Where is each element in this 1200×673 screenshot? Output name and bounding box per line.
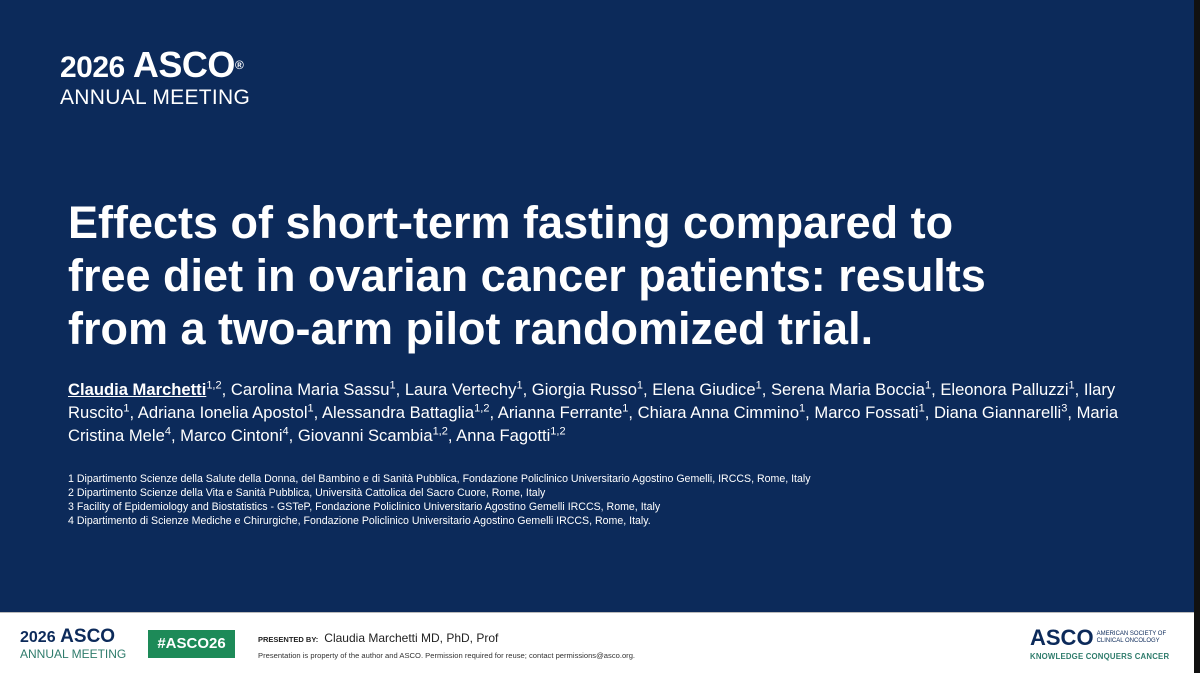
title: Effects of short-term fasting compared t…: [68, 196, 986, 355]
affiliation: 1 Dipartimento Scienze della Salute dell…: [68, 473, 811, 485]
society-logo: ASCO AMERICAN SOCIETY OF CLINICAL ONCOLOGY…: [1030, 625, 1170, 662]
author-affiliation: 1: [307, 402, 314, 415]
author-name: , Ilary Ruscito: [68, 380, 1116, 422]
society-name-line: AMERICAN SOCIETY OF: [1096, 631, 1167, 637]
author-affiliation: 1: [389, 379, 396, 392]
author-affiliation: 4: [164, 425, 171, 438]
author-affiliation: 1: [622, 402, 629, 415]
author-name: , Arianna Ferrante: [489, 403, 623, 422]
author-affiliation: 1: [799, 402, 806, 415]
author-name: , Alessandra Battaglia: [313, 403, 475, 422]
society-name: AMERICAN SOCIETY OF CLINICAL ONCOLOGY: [1097, 631, 1167, 645]
presented-by-label: PRESENTED BY:: [258, 635, 319, 644]
title-line: Effects of short-term fasting compared t…: [68, 197, 954, 248]
author-name: , Diana Giannarelli: [924, 403, 1062, 422]
author-affiliation: 1,2: [550, 425, 566, 438]
author-affiliation: 1: [516, 379, 523, 392]
author-name: , Elena Giudice: [643, 380, 756, 399]
tagline: KNOWLEDGE CONQUERS CANCER: [1030, 652, 1170, 661]
author-affiliation: 1: [918, 402, 925, 415]
affiliation: 2 Dipartimento Scienze della Vita e Sani…: [68, 487, 546, 499]
logo-reg: ®: [234, 58, 244, 72]
affiliation: 3 Facility of Epidemiology and Biostatis…: [68, 501, 661, 513]
presenter-name: Claudia Marchetti MD, PhD, Prof: [324, 631, 499, 645]
affiliations: 1 Dipartimento Scienze della Salute dell…: [68, 472, 811, 528]
author-affiliation: 3: [1061, 402, 1068, 415]
author-name: , Carolina Maria Sassu: [221, 380, 390, 399]
title-line: free diet in ovarian cancer patients: re…: [68, 250, 986, 301]
logo-year: 2026: [60, 51, 125, 84]
author-affiliation: 1: [1068, 379, 1075, 392]
author-name: , Chiara Anna Cimmino: [628, 403, 800, 422]
edge: [1194, 0, 1200, 673]
author-affiliation: 1: [123, 402, 130, 415]
society-brand: ASCO: [1030, 625, 1094, 650]
author-affiliation: 4: [282, 425, 289, 438]
author-affiliation: 1: [636, 379, 644, 392]
author-name: , Adriana Ionelia Apostol: [129, 403, 308, 422]
author-name: , Maria Cristina Mele: [68, 403, 1119, 445]
author-name: , Giorgia Russo: [522, 380, 637, 399]
notice: Presentation is property of the author a…: [258, 651, 636, 660]
affiliation: 4 Dipartimento di Scienze Mediche e Chir…: [68, 515, 651, 527]
footer-logo: 2026 ASCO ANNUAL MEETING: [20, 627, 126, 661]
author-affiliation: 1: [924, 379, 932, 392]
logo-event: ANNUAL MEETING: [60, 86, 251, 109]
author-affiliation: 1,2: [206, 379, 222, 392]
author-name: , Laura Vertechy: [395, 380, 517, 399]
footer-year: 2026: [20, 629, 56, 646]
author-name: Claudia Marchetti: [68, 380, 207, 399]
author-name: , Serena Maria Boccia: [761, 380, 925, 399]
presenter: PRESENTED BY: Claudia Marchetti MD, PhD, …: [258, 631, 498, 645]
hashtag: #ASCO26: [148, 630, 235, 658]
author-affiliation: 1,2: [474, 402, 490, 415]
author-name: , Marco Fossati: [805, 403, 919, 422]
author-name: , Anna Fagotti: [447, 426, 551, 445]
society-name-line: CLINICAL ONCOLOGY: [1096, 638, 1160, 644]
author-affiliation: 1,2: [432, 425, 448, 438]
author-name: , Eleonora Palluzzi: [931, 380, 1069, 399]
authors: Claudia Marchetti1,2, Carolina Maria Sas…: [68, 378, 1138, 447]
title-line: from a two-arm pilot randomized trial.: [68, 303, 874, 354]
author-name: , Marco Cintoni: [170, 426, 283, 445]
footer-event: ANNUAL MEETING: [20, 647, 127, 661]
footer: 2026 ASCO ANNUAL MEETING #ASCO26 PRESENT…: [0, 612, 1200, 673]
footer-brand: ASCO: [60, 626, 116, 647]
author-affiliation: 1: [755, 379, 762, 392]
logo-brand: ASCO: [132, 44, 236, 85]
author-name: , Giovanni Scambia: [288, 426, 433, 445]
event-logo: 2026 ASCO® ANNUAL MEETING: [60, 46, 250, 109]
